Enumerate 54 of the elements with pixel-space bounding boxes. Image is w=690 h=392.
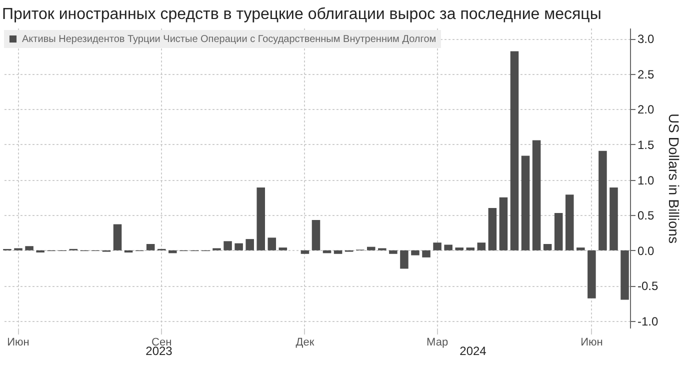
bar xyxy=(256,188,265,250)
bar xyxy=(510,51,519,250)
bar xyxy=(146,244,155,250)
y2-tick-label: 2.5 xyxy=(638,67,655,82)
y2-tick-label: -0.5 xyxy=(638,279,659,294)
text: 2024 xyxy=(460,344,487,358)
y2-tick-label: 1.5 xyxy=(638,138,655,152)
x-tick-label: Июн xyxy=(7,336,30,348)
y2-tick-label: 3.0 xyxy=(638,32,655,46)
bar xyxy=(543,244,552,250)
bar xyxy=(433,242,442,250)
bar xyxy=(422,250,430,258)
bar xyxy=(620,250,629,300)
bar xyxy=(565,194,574,250)
bar xyxy=(477,242,486,250)
bar xyxy=(521,156,530,250)
bar xyxy=(488,208,497,250)
x-tick-label: Дек xyxy=(296,336,314,348)
bar xyxy=(444,244,452,250)
bar xyxy=(610,188,618,250)
text: 2023 xyxy=(146,344,173,358)
bar xyxy=(598,150,607,250)
bar xyxy=(411,250,420,256)
chart-title: Приток иностранных средств в турецкие облигации вырос за последние месяцы xyxy=(2,6,602,23)
x-tick-label: Мар xyxy=(426,336,448,348)
bar xyxy=(499,197,508,250)
bar xyxy=(300,250,310,254)
bar xyxy=(466,248,475,250)
bar xyxy=(25,246,34,250)
bar xyxy=(367,246,376,250)
bar xyxy=(400,250,408,269)
bar xyxy=(268,238,276,250)
bar xyxy=(246,239,254,250)
bar xyxy=(278,248,288,250)
y2-tick-label: 1.0 xyxy=(638,173,655,188)
y2-axis-title: US Dollars in Billions xyxy=(666,114,682,244)
y2-tick-label: 2.0 xyxy=(638,102,655,117)
legend-label: Активы Нерезидентов Турции Чистые Операции с Государственным Внутренним Долгом xyxy=(22,34,436,45)
bar xyxy=(113,224,122,250)
bar xyxy=(168,250,177,254)
y2-tick-label: 0.0 xyxy=(638,244,655,258)
bar xyxy=(588,250,596,298)
bar xyxy=(334,250,342,254)
bar xyxy=(224,241,232,250)
y2-tick-label: 0.5 xyxy=(638,208,655,223)
bar xyxy=(312,220,320,250)
bar xyxy=(554,212,563,250)
bar xyxy=(576,248,585,250)
bar xyxy=(234,243,243,250)
bar xyxy=(389,250,398,254)
bar xyxy=(455,248,464,250)
x-tick-label: Июн xyxy=(580,336,603,348)
bar xyxy=(532,140,541,250)
y2-tick-label: -1.0 xyxy=(638,314,659,328)
